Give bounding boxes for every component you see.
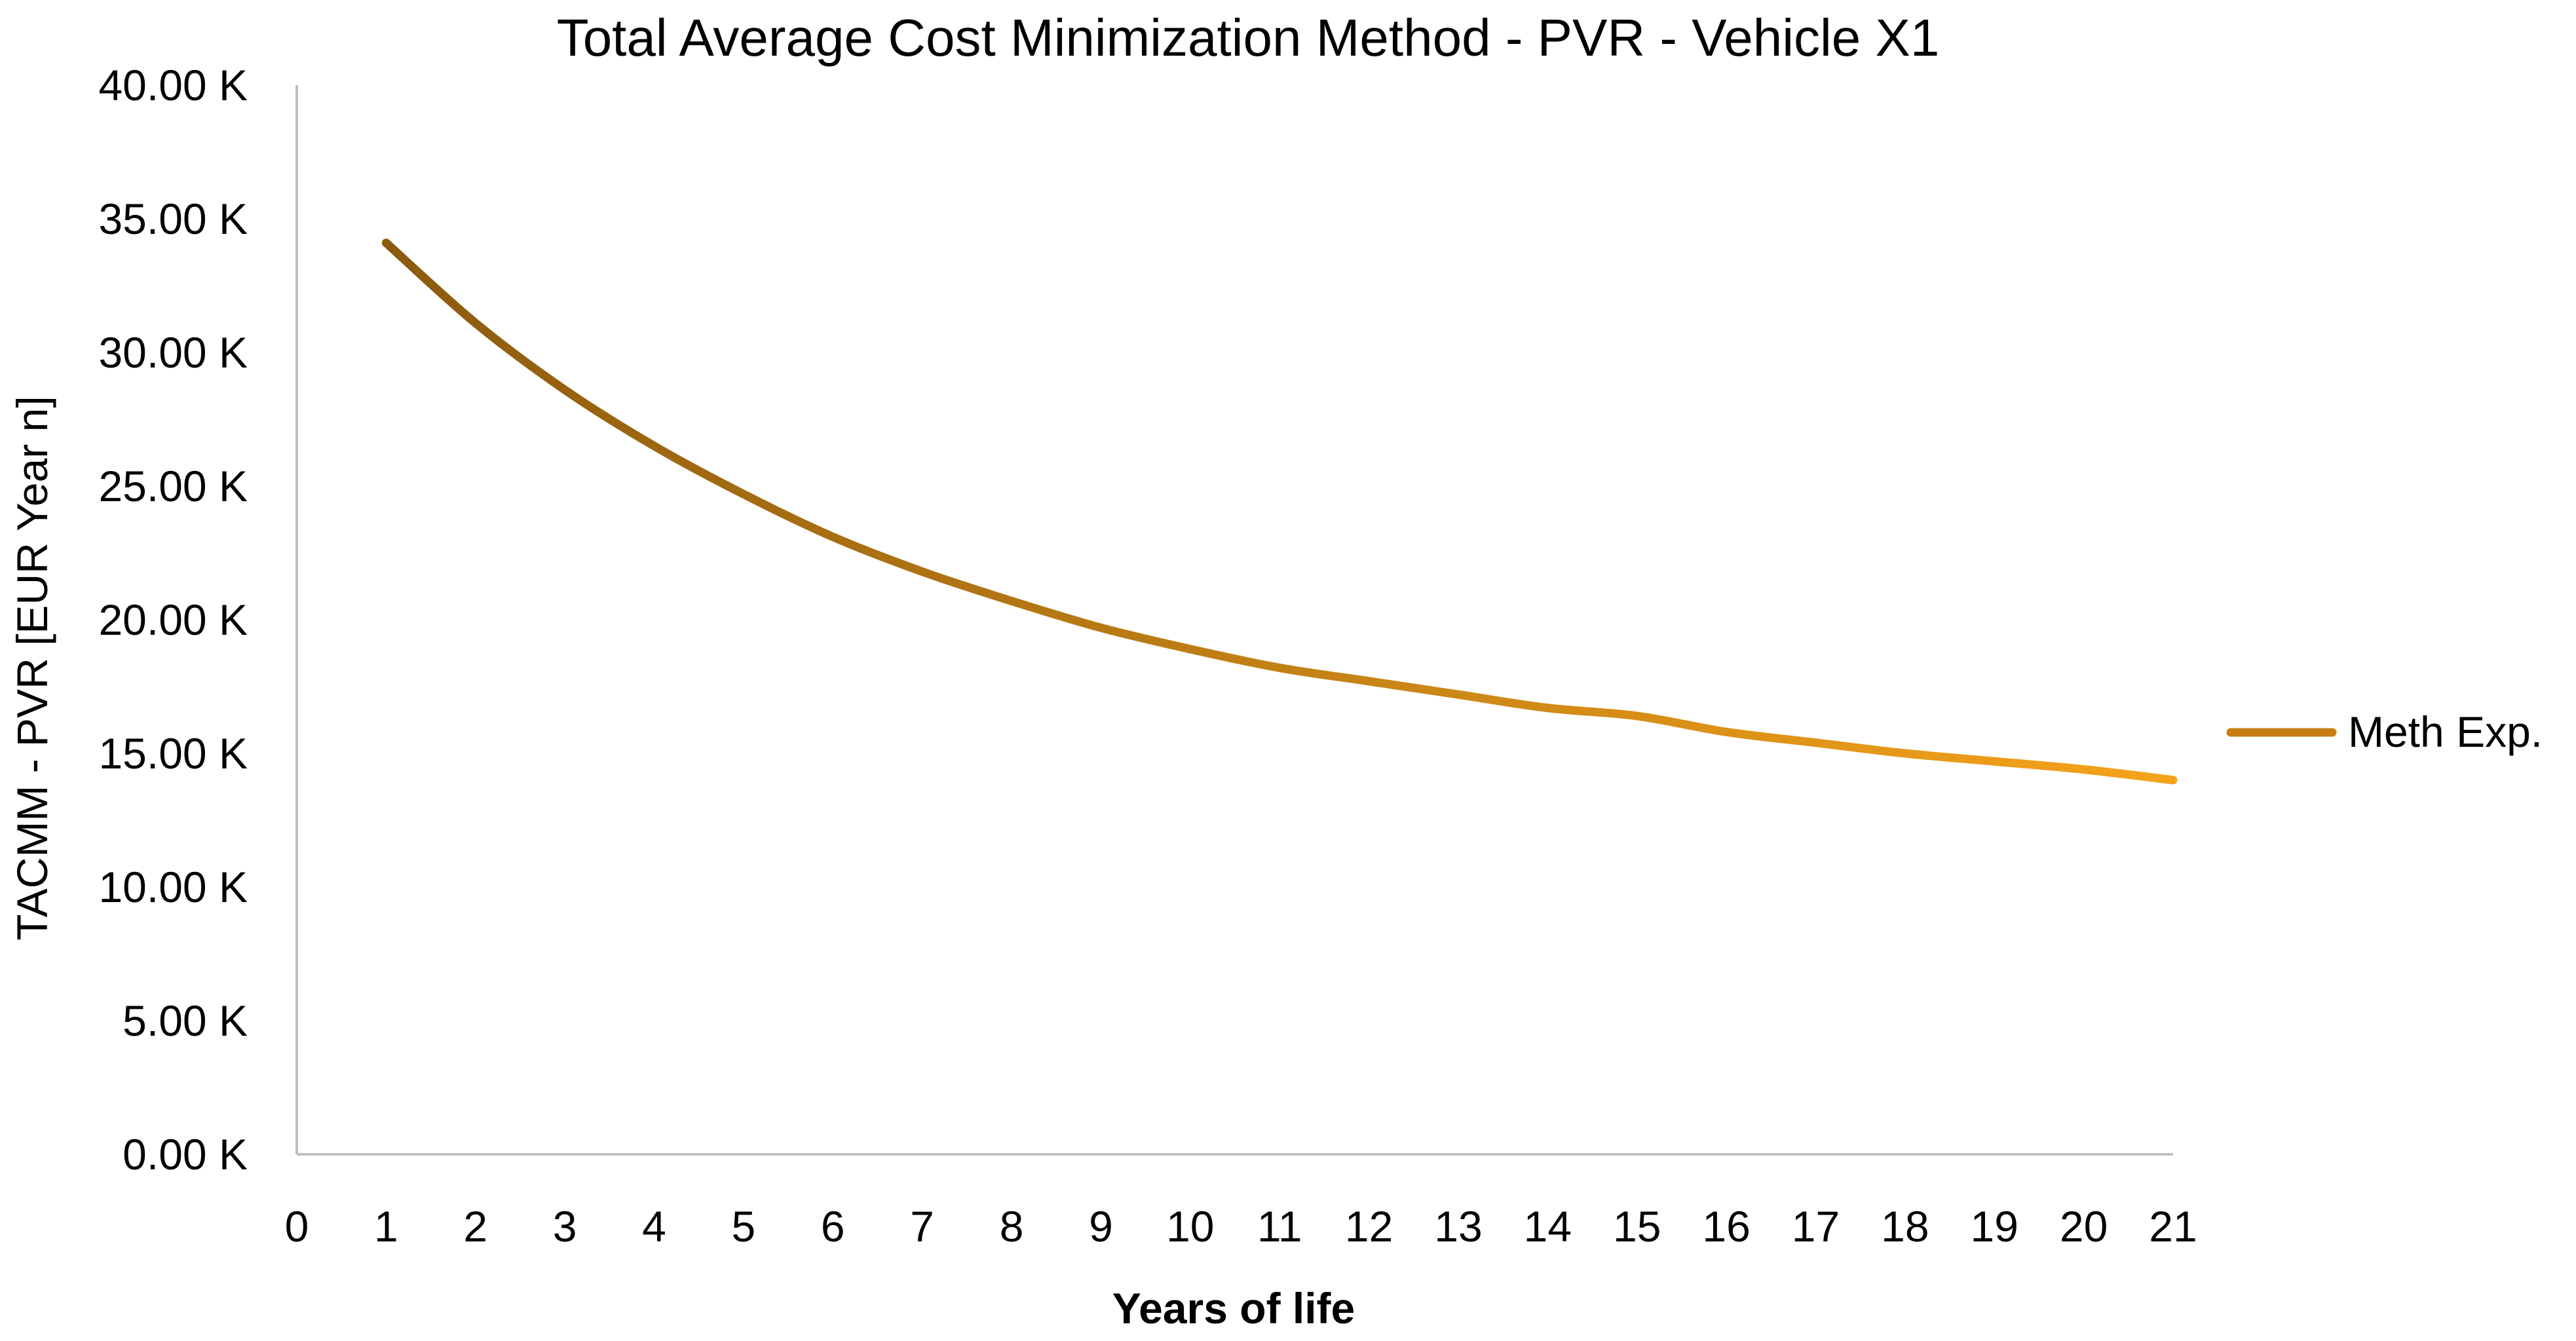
series-layer bbox=[381, 238, 2178, 785]
x-tick-label: 18 bbox=[1881, 1202, 1929, 1251]
chart-title: Total Average Cost Minimization Method -… bbox=[557, 9, 1940, 67]
data-point bbox=[561, 386, 569, 394]
x-tick-label: 4 bbox=[642, 1202, 666, 1251]
legend-label-meth-exp: Meth Exp. bbox=[2348, 708, 2543, 756]
data-point bbox=[651, 442, 658, 450]
data-point bbox=[1097, 624, 1105, 632]
series-line-meth-exp bbox=[381, 238, 2178, 785]
x-tick-label: 3 bbox=[553, 1202, 577, 1251]
x-tick-label: 5 bbox=[732, 1202, 756, 1251]
data-point bbox=[2080, 765, 2088, 773]
x-tick-label: 17 bbox=[1792, 1202, 1840, 1251]
x-tick-label: 2 bbox=[463, 1202, 487, 1251]
data-point bbox=[1186, 645, 1194, 653]
x-tick-label: 13 bbox=[1434, 1202, 1482, 1251]
data-point bbox=[1276, 664, 1283, 671]
x-tick-label: 21 bbox=[2149, 1202, 2197, 1251]
y-axis-label: TACMM - PVR [EUR Year n] bbox=[8, 396, 56, 940]
y-axis-tick-labels: 0.00 K 5.00 K 10.00 K 15.00 K 20.00 K 25.00 K… bbox=[98, 61, 248, 1179]
data-point bbox=[740, 490, 748, 498]
x-tick-label: 14 bbox=[1524, 1202, 1572, 1251]
x-tick-label: 19 bbox=[1971, 1202, 2018, 1251]
x-tick-label: 12 bbox=[1345, 1202, 1393, 1251]
y-tick-label: 10.00 K bbox=[98, 863, 248, 911]
data-point bbox=[2169, 776, 2177, 784]
x-tick-label: 8 bbox=[1000, 1202, 1024, 1251]
x-tick-label: 7 bbox=[910, 1202, 934, 1251]
legend[interactable]: Meth Exp. bbox=[2226, 708, 2543, 756]
data-point bbox=[1008, 597, 1015, 605]
data-point bbox=[1365, 677, 1373, 685]
x-tick-label: 9 bbox=[1089, 1202, 1113, 1251]
data-point bbox=[1544, 704, 1551, 712]
y-tick-label: 20.00 K bbox=[98, 595, 248, 644]
y-tick-label: 15.00 K bbox=[98, 729, 248, 778]
x-tick-label: 6 bbox=[821, 1202, 845, 1251]
data-point bbox=[1454, 690, 1462, 698]
data-point bbox=[829, 533, 837, 541]
data-point bbox=[472, 319, 480, 327]
x-tick-label: 11 bbox=[1257, 1202, 1302, 1251]
x-tick-label: 16 bbox=[1702, 1202, 1750, 1251]
y-tick-label: 40.00 K bbox=[98, 61, 248, 109]
x-tick-label: 10 bbox=[1166, 1202, 1214, 1251]
x-tick-label: 15 bbox=[1613, 1202, 1661, 1251]
data-point bbox=[1811, 739, 1819, 747]
y-tick-label: 0.00 K bbox=[123, 1130, 248, 1179]
data-point bbox=[1722, 728, 1730, 736]
data-point bbox=[1990, 757, 1998, 765]
data-point bbox=[919, 568, 926, 576]
data-point bbox=[382, 239, 390, 247]
y-tick-label: 25.00 K bbox=[98, 462, 248, 510]
y-tick-label: 5.00 K bbox=[123, 996, 248, 1045]
data-point bbox=[1633, 712, 1641, 720]
y-tick-label: 35.00 K bbox=[98, 195, 248, 243]
x-tick-label: 20 bbox=[2060, 1202, 2108, 1251]
x-tick-label: 0 bbox=[285, 1202, 309, 1251]
y-tick-label: 30.00 K bbox=[98, 328, 248, 377]
x-tick-label: 1 bbox=[374, 1202, 398, 1251]
x-axis-label: Years of life bbox=[1112, 1284, 1355, 1332]
x-axis-tick-labels: 0 1 2 3 4 5 6 7 8 9 10 11 12 13 14 15 16 17 18 19 20 21 bbox=[285, 1202, 2197, 1251]
data-point bbox=[1901, 749, 1909, 757]
